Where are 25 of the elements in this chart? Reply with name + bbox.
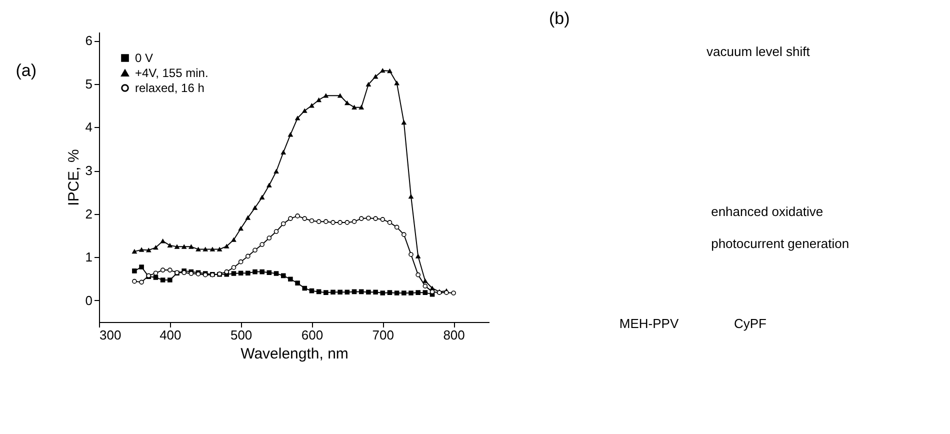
y-tick-label: 0 [85,292,92,308]
x-tick-label: 500 [230,328,252,342]
y-tick-label: 1 [85,250,92,265]
text: (a) [16,61,37,80]
x-axis-title: Wavelength, nm [240,346,348,362]
legend-label: 0 V [135,51,154,65]
x-tick-label: 300 [100,328,122,342]
x-tick-label: 600 [301,328,324,342]
text: (b) [549,9,570,28]
text: enhanced oxidative [711,204,824,219]
y-tick-label: 6 [85,33,92,48]
y-tick-label: 3 [85,163,92,178]
x-tick-label: 400 [160,328,182,342]
text: vacuum level shift [706,44,810,59]
y-tick-label: 2 [85,206,92,222]
text: photocurrent generation [711,236,850,251]
y-tick-label: 4 [85,120,92,135]
legend-label: relaxed, 16 h [135,81,204,95]
x-tick-label: 700 [372,328,394,342]
y-axis-title: IPCE, % [65,149,82,206]
text: MEH-PPV [619,316,679,331]
text: CyPF [734,316,767,331]
y-tick-label: 5 [85,76,92,92]
legend-label: +4V, 155 min. [135,66,208,80]
x-tick-label: 800 [443,328,465,342]
